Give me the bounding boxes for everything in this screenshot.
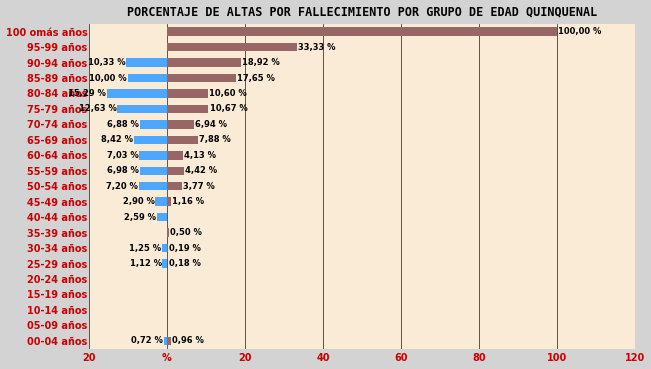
Text: 6,98 %: 6,98 % — [107, 166, 139, 175]
Text: 10,60 %: 10,60 % — [210, 89, 247, 98]
Text: 10,67 %: 10,67 % — [210, 104, 247, 113]
Text: 33,33 %: 33,33 % — [298, 42, 336, 52]
Bar — [140, 120, 167, 129]
Text: 6,94 %: 6,94 % — [195, 120, 227, 129]
Bar — [128, 74, 167, 82]
Bar — [167, 89, 208, 98]
Text: 1,12 %: 1,12 % — [130, 259, 161, 268]
Text: 0,19 %: 0,19 % — [169, 244, 201, 253]
Bar — [167, 166, 184, 175]
Text: 0,72 %: 0,72 % — [132, 337, 163, 345]
Text: 0,18 %: 0,18 % — [169, 259, 201, 268]
Bar — [156, 197, 167, 206]
Bar — [167, 151, 183, 159]
Bar — [167, 43, 297, 51]
Text: 1,25 %: 1,25 % — [129, 244, 161, 253]
Bar — [167, 74, 236, 82]
Bar — [162, 259, 167, 268]
Text: 4,13 %: 4,13 % — [184, 151, 216, 160]
Bar — [167, 27, 557, 36]
Bar — [167, 182, 182, 190]
Bar — [134, 135, 167, 144]
Text: 6,88 %: 6,88 % — [107, 120, 139, 129]
Text: 17,65 %: 17,65 % — [237, 73, 275, 83]
Title: PORCENTAJE DE ALTAS POR FALLECIMIENTO POR GRUPO DE EDAD QUINQUENAL: PORCENTAJE DE ALTAS POR FALLECIMIENTO PO… — [127, 6, 597, 18]
Text: 10,33 %: 10,33 % — [88, 58, 126, 67]
Text: 8,42 %: 8,42 % — [101, 135, 133, 144]
Bar — [164, 337, 167, 345]
Text: 2,90 %: 2,90 % — [123, 197, 155, 206]
Bar — [167, 135, 197, 144]
Bar — [167, 337, 171, 345]
Bar — [167, 197, 171, 206]
Bar — [167, 105, 208, 113]
Bar — [139, 166, 167, 175]
Text: 12,63 %: 12,63 % — [79, 104, 117, 113]
Text: 3,77 %: 3,77 % — [183, 182, 214, 191]
Bar — [162, 244, 167, 252]
Text: 0,96 %: 0,96 % — [172, 337, 204, 345]
Bar — [167, 228, 169, 237]
Text: 7,03 %: 7,03 % — [107, 151, 139, 160]
Text: 2,59 %: 2,59 % — [124, 213, 156, 222]
Bar — [126, 58, 167, 67]
Text: 1,16 %: 1,16 % — [173, 197, 204, 206]
Text: 0,50 %: 0,50 % — [170, 228, 202, 237]
Text: 100,00 %: 100,00 % — [559, 27, 602, 36]
Text: 4,42 %: 4,42 % — [186, 166, 217, 175]
Bar — [117, 105, 167, 113]
Text: 15,29 %: 15,29 % — [68, 89, 106, 98]
Text: 18,92 %: 18,92 % — [242, 58, 279, 67]
Bar — [167, 58, 241, 67]
Bar — [107, 89, 167, 98]
Text: 7,20 %: 7,20 % — [106, 182, 138, 191]
Text: 7,88 %: 7,88 % — [199, 135, 230, 144]
Bar — [139, 151, 167, 159]
Text: 10,00 %: 10,00 % — [89, 73, 127, 83]
Bar — [157, 213, 167, 221]
Bar — [139, 182, 167, 190]
Bar — [167, 120, 194, 129]
